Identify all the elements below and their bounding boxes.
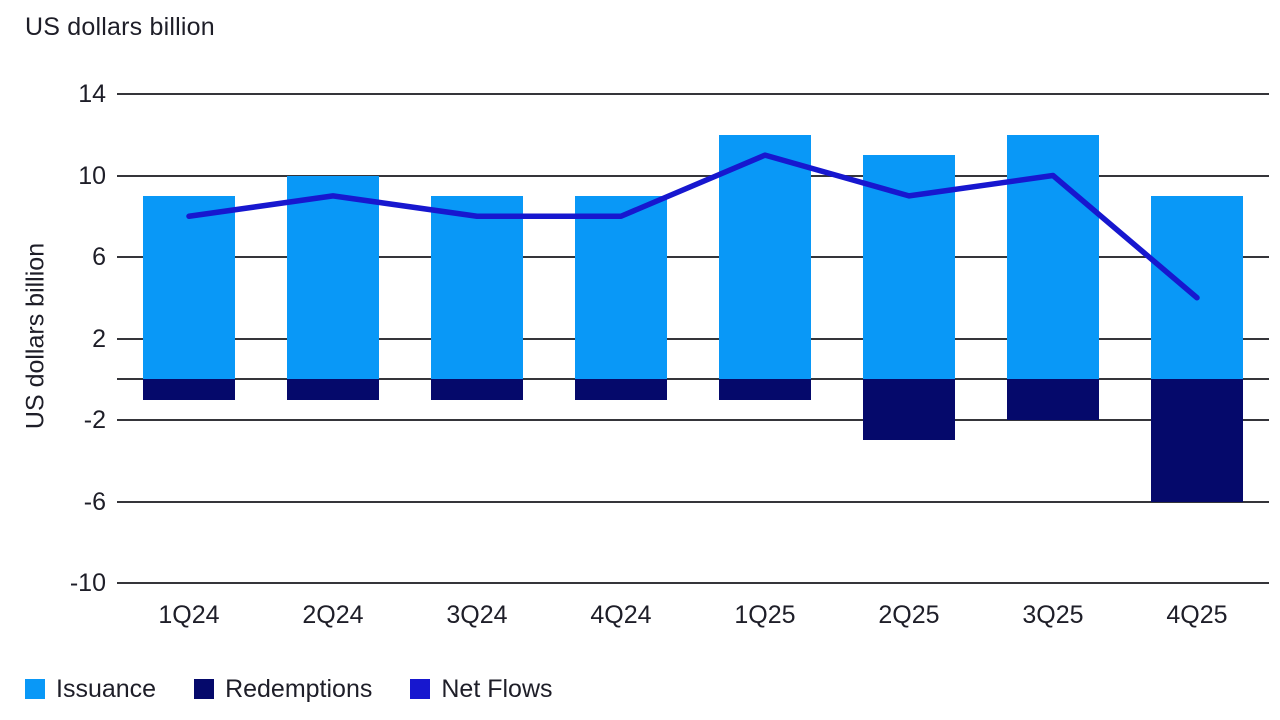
x-tick-label: 3Q24	[446, 601, 508, 629]
legend-item: Net Flows	[410, 674, 553, 704]
legend: Issuance Redemptions Net Flows	[25, 674, 553, 704]
legend-item: Redemptions	[194, 674, 372, 704]
legend-item: Issuance	[25, 674, 156, 704]
bar-redemptions	[143, 379, 235, 400]
chart-title: US dollars billion	[25, 13, 215, 41]
y-tick-label: 10	[78, 161, 106, 190]
bar-issuance	[431, 195, 523, 380]
bar-issuance	[143, 195, 235, 380]
y-tick-label: 6	[92, 243, 106, 271]
legend-swatch-icon	[25, 679, 45, 699]
bar-redemptions	[431, 379, 523, 400]
legend-swatch-icon	[410, 679, 431, 699]
plot-area	[117, 93, 1269, 584]
y-tick-label: 2	[92, 324, 106, 353]
bar-redemptions	[863, 379, 955, 441]
gridline	[117, 93, 1269, 95]
y-tick-label: -2	[83, 406, 106, 434]
bar-redemptions	[287, 379, 379, 400]
gridline	[117, 500, 1269, 503]
x-tick-label: 4Q25	[1166, 601, 1228, 629]
x-tick-label: 4Q24	[590, 601, 652, 629]
gridline	[117, 337, 1269, 340]
bar-redemptions	[1151, 379, 1243, 502]
bar-issuance	[1151, 195, 1243, 380]
gridline	[117, 419, 1269, 421]
y-tick-label: -6	[83, 487, 106, 516]
gridline	[117, 256, 1269, 258]
gridline	[117, 174, 1269, 177]
y-tick-label: 14	[78, 80, 106, 108]
legend-swatch-icon	[194, 679, 215, 699]
gridline	[117, 582, 1269, 584]
x-tick-label: 3Q25	[1022, 601, 1084, 629]
bar-redemptions	[719, 379, 811, 400]
x-tick-label: 2Q24	[302, 601, 364, 629]
bar-issuance	[719, 134, 811, 380]
x-tick-label: 2Q25	[878, 601, 940, 629]
bar-issuance	[575, 195, 667, 380]
net-flows-line	[186, 152, 1200, 301]
bar-issuance	[287, 175, 379, 380]
bar-redemptions	[1007, 379, 1099, 420]
x-tick-label: 1Q25	[734, 601, 796, 629]
gridline	[117, 378, 1269, 381]
y-tick-label: -10	[69, 569, 106, 597]
x-tick-label: 1Q24	[158, 601, 220, 629]
legend-label: Net Flows	[441, 675, 553, 703]
legend-label: Redemptions	[225, 675, 373, 703]
legend-label: Issuance	[56, 675, 157, 703]
bar-redemptions	[575, 379, 667, 400]
